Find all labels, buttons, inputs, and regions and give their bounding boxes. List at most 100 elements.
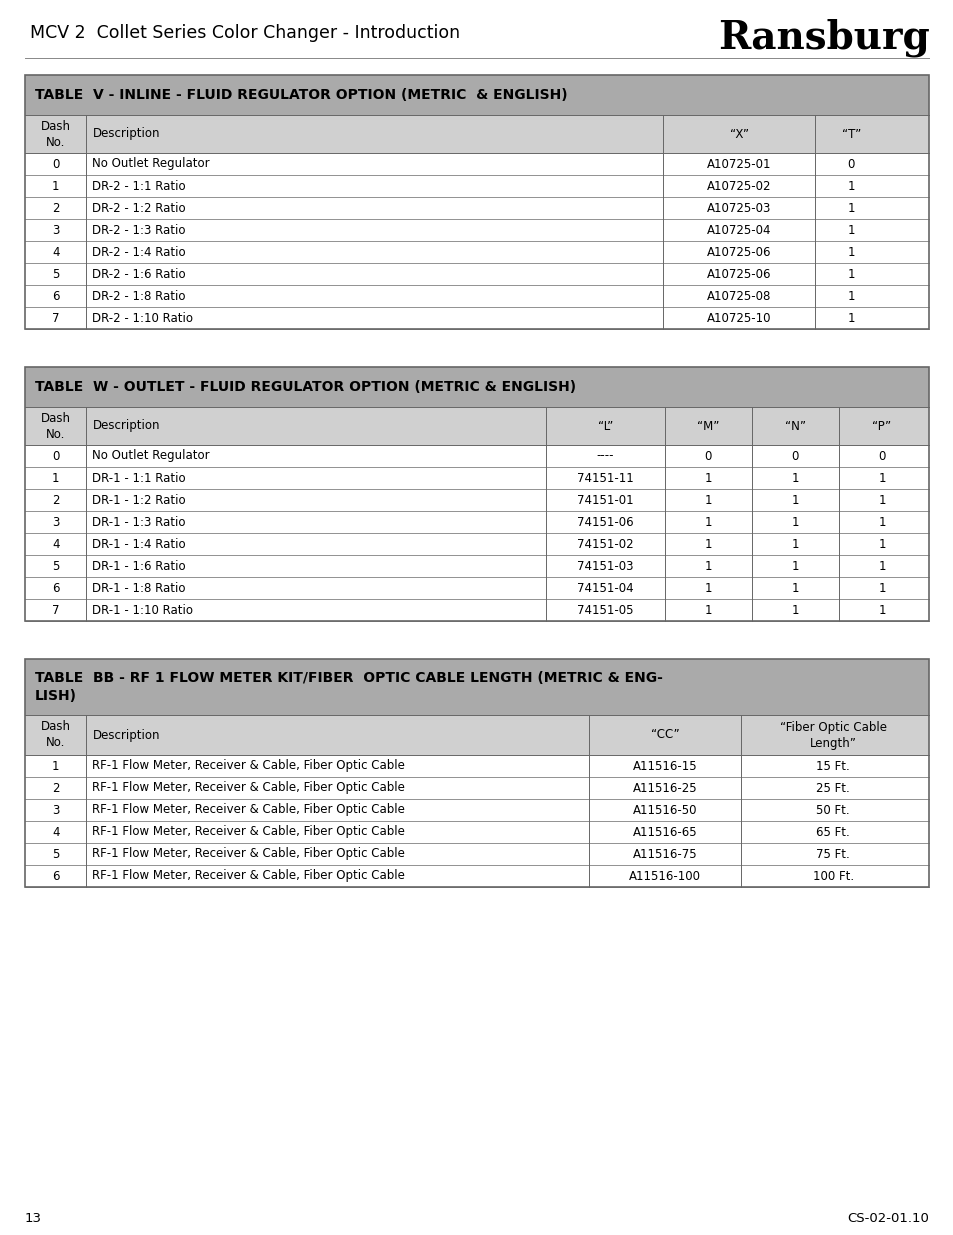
Text: 1: 1 bbox=[704, 604, 712, 616]
Text: 5: 5 bbox=[52, 268, 59, 280]
Text: 1: 1 bbox=[878, 582, 884, 594]
Text: 1: 1 bbox=[878, 537, 884, 551]
Text: 74151-11: 74151-11 bbox=[577, 472, 633, 484]
Text: DR-2 - 1:10 Ratio: DR-2 - 1:10 Ratio bbox=[92, 311, 193, 325]
Text: 0: 0 bbox=[52, 158, 59, 170]
Text: “L”: “L” bbox=[598, 420, 613, 432]
Text: 4: 4 bbox=[51, 825, 59, 839]
Bar bbox=[25, 659, 928, 887]
Bar bbox=[25, 577, 928, 599]
Text: Ransburg: Ransburg bbox=[718, 19, 929, 57]
Text: No Outlet Regulator: No Outlet Regulator bbox=[92, 158, 210, 170]
Bar bbox=[25, 115, 928, 153]
Text: 4: 4 bbox=[51, 246, 59, 258]
Text: 1: 1 bbox=[791, 537, 798, 551]
Text: 1: 1 bbox=[791, 515, 798, 529]
Text: 74151-03: 74151-03 bbox=[577, 559, 633, 573]
Text: 1: 1 bbox=[704, 494, 712, 506]
Text: 1: 1 bbox=[878, 604, 884, 616]
Text: 0: 0 bbox=[846, 158, 854, 170]
Text: RF-1 Flow Meter, Receiver & Cable, Fiber Optic Cable: RF-1 Flow Meter, Receiver & Cable, Fiber… bbox=[92, 825, 405, 839]
Text: 0: 0 bbox=[704, 450, 711, 462]
Text: 74151-01: 74151-01 bbox=[577, 494, 633, 506]
Text: A11516-65: A11516-65 bbox=[632, 825, 697, 839]
Text: 6: 6 bbox=[51, 869, 59, 883]
Text: RF-1 Flow Meter, Receiver & Cable, Fiber Optic Cable: RF-1 Flow Meter, Receiver & Cable, Fiber… bbox=[92, 760, 405, 773]
Text: 6: 6 bbox=[51, 289, 59, 303]
Text: 13: 13 bbox=[25, 1212, 42, 1224]
Text: 74151-06: 74151-06 bbox=[577, 515, 633, 529]
Text: 1: 1 bbox=[846, 289, 854, 303]
Text: TABLE  V - INLINE - FLUID REGULATOR OPTION (METRIC  & ENGLISH): TABLE V - INLINE - FLUID REGULATOR OPTIO… bbox=[35, 88, 567, 103]
Text: 1: 1 bbox=[791, 559, 798, 573]
Text: 1: 1 bbox=[846, 224, 854, 236]
Text: 1: 1 bbox=[878, 515, 884, 529]
Bar bbox=[25, 467, 928, 489]
Text: 65 Ft.: 65 Ft. bbox=[816, 825, 849, 839]
Text: 1: 1 bbox=[51, 760, 59, 773]
Text: 3: 3 bbox=[52, 515, 59, 529]
Text: A10725-02: A10725-02 bbox=[706, 179, 771, 193]
Text: A10725-01: A10725-01 bbox=[706, 158, 771, 170]
Text: 2: 2 bbox=[51, 201, 59, 215]
Text: TABLE  BB - RF 1 FLOW METER KIT/FIBER  OPTIC CABLE LENGTH (METRIC & ENG-
LISH): TABLE BB - RF 1 FLOW METER KIT/FIBER OPT… bbox=[35, 671, 662, 703]
Text: Dash
No.: Dash No. bbox=[41, 411, 71, 441]
Text: 1: 1 bbox=[704, 582, 712, 594]
Text: 1: 1 bbox=[704, 559, 712, 573]
Text: A10725-04: A10725-04 bbox=[706, 224, 771, 236]
Bar bbox=[25, 198, 928, 219]
Bar bbox=[25, 555, 928, 577]
Text: Dash
No.: Dash No. bbox=[41, 120, 71, 148]
Text: 1: 1 bbox=[846, 268, 854, 280]
Text: Description: Description bbox=[92, 127, 160, 141]
Text: A10725-03: A10725-03 bbox=[706, 201, 771, 215]
Text: RF-1 Flow Meter, Receiver & Cable, Fiber Optic Cable: RF-1 Flow Meter, Receiver & Cable, Fiber… bbox=[92, 804, 405, 816]
Text: 74151-04: 74151-04 bbox=[577, 582, 633, 594]
Text: DR-1 - 1:6 Ratio: DR-1 - 1:6 Ratio bbox=[92, 559, 186, 573]
Bar bbox=[25, 175, 928, 198]
Text: 1: 1 bbox=[791, 472, 798, 484]
Text: DR-1 - 1:10 Ratio: DR-1 - 1:10 Ratio bbox=[92, 604, 193, 616]
Bar bbox=[25, 367, 928, 621]
Text: DR-1 - 1:4 Ratio: DR-1 - 1:4 Ratio bbox=[92, 537, 186, 551]
Text: 5: 5 bbox=[52, 559, 59, 573]
Bar bbox=[25, 263, 928, 285]
Text: 0: 0 bbox=[878, 450, 884, 462]
Text: “X”: “X” bbox=[729, 127, 748, 141]
Text: ----: ---- bbox=[596, 450, 614, 462]
Bar bbox=[25, 75, 928, 115]
Text: 1: 1 bbox=[791, 604, 798, 616]
Text: 3: 3 bbox=[52, 804, 59, 816]
Text: 1: 1 bbox=[704, 472, 712, 484]
Text: 4: 4 bbox=[51, 537, 59, 551]
Bar bbox=[25, 153, 928, 175]
Bar bbox=[25, 489, 928, 511]
Text: RF-1 Flow Meter, Receiver & Cable, Fiber Optic Cable: RF-1 Flow Meter, Receiver & Cable, Fiber… bbox=[92, 782, 405, 794]
Text: Dash
No.: Dash No. bbox=[41, 720, 71, 750]
Text: Description: Description bbox=[92, 729, 160, 741]
Text: A11516-100: A11516-100 bbox=[628, 869, 700, 883]
Text: 74151-05: 74151-05 bbox=[577, 604, 633, 616]
Bar bbox=[25, 715, 928, 755]
Text: “Fiber Optic Cable
Length”: “Fiber Optic Cable Length” bbox=[779, 720, 885, 750]
Text: 1: 1 bbox=[791, 582, 798, 594]
Text: RF-1 Flow Meter, Receiver & Cable, Fiber Optic Cable: RF-1 Flow Meter, Receiver & Cable, Fiber… bbox=[92, 847, 405, 861]
Text: “CC”: “CC” bbox=[650, 729, 679, 741]
Text: 2: 2 bbox=[51, 782, 59, 794]
Text: Description: Description bbox=[92, 420, 160, 432]
Bar bbox=[25, 75, 928, 329]
Text: 7: 7 bbox=[51, 604, 59, 616]
Bar bbox=[25, 755, 928, 777]
Text: 75 Ft.: 75 Ft. bbox=[816, 847, 849, 861]
Text: 50 Ft.: 50 Ft. bbox=[816, 804, 849, 816]
Text: 15 Ft.: 15 Ft. bbox=[816, 760, 849, 773]
Bar bbox=[25, 821, 928, 844]
Bar bbox=[25, 864, 928, 887]
Text: “N”: “N” bbox=[784, 420, 805, 432]
Text: DR-2 - 1:3 Ratio: DR-2 - 1:3 Ratio bbox=[92, 224, 186, 236]
Bar bbox=[25, 367, 928, 408]
Text: “P”: “P” bbox=[871, 420, 891, 432]
Text: DR-1 - 1:2 Ratio: DR-1 - 1:2 Ratio bbox=[92, 494, 186, 506]
Text: A10725-06: A10725-06 bbox=[706, 246, 771, 258]
Bar bbox=[25, 285, 928, 308]
